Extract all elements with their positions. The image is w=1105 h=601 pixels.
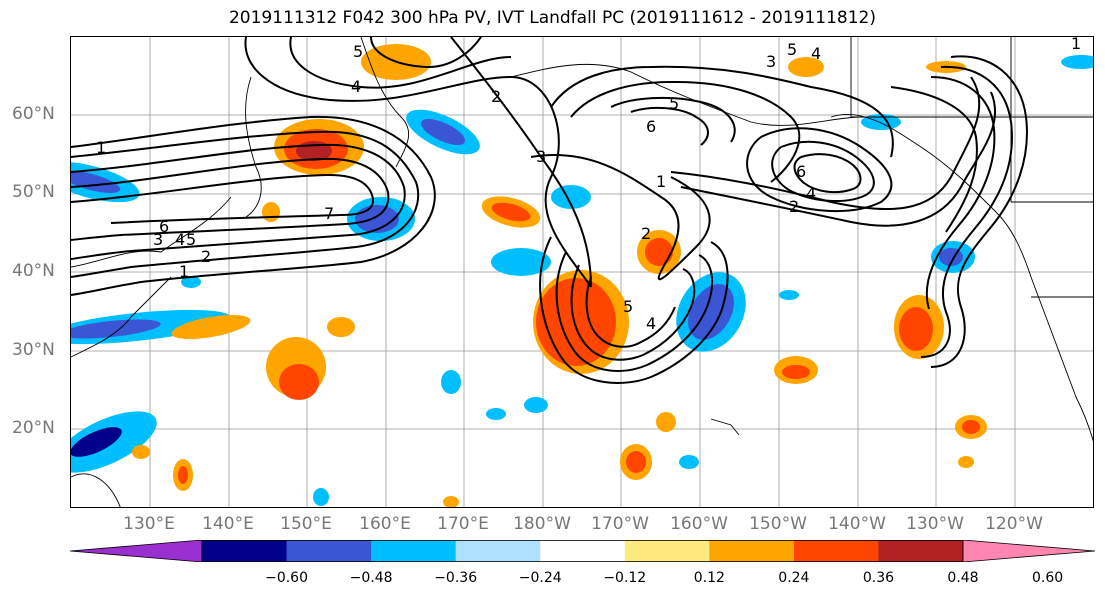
lon-label-170w: 170°W [591,514,649,534]
colorbar-tick-label: −0.36 [434,570,478,586]
lon-label-120w: 120°W [985,514,1043,534]
colorbar-tick-label: 0.60 [1031,570,1064,586]
contour-label: 4 [811,44,821,63]
colorbar-tick-label: 0.48 [947,570,979,586]
contour-label: 2 [491,87,501,106]
contour-label: 2 [641,224,651,243]
contour-label: 3 [766,52,776,71]
map-title: 2019111312 F042 300 hPa PV, IVT Landfall… [228,8,876,28]
lon-label-160w: 160°W [670,514,728,534]
contour-label: 6 [646,117,656,136]
colorbar-segment [962,540,1095,562]
colorbar-segment [793,540,879,562]
contour-label: 1 [179,262,189,281]
colorbar-segment [286,540,372,562]
contour-label: 5 [669,94,679,113]
lon-label-170e: 170°E [437,514,489,534]
lon-label-150e: 150°E [280,514,332,534]
lat-label-20n: 20°N [12,418,55,438]
colorbar-segment [709,540,795,562]
contour-label: 6 [159,217,169,236]
contour-label: 5 [186,230,196,249]
contour-label: 3 [536,147,546,166]
colorbar-tick-label: 0.12 [693,570,725,586]
colorbar-segment [540,540,626,562]
colorbar-border [201,540,964,562]
colorbar-tick-label: −0.24 [518,570,562,586]
contour-label: 7 [324,204,334,223]
colorbar-segment [455,540,541,562]
lon-label-130w: 130°W [906,514,964,534]
lon-label-160e: 160°E [359,514,411,534]
lon-label-130e: 130°E [123,514,175,534]
lat-label-30n: 30°N [12,340,55,360]
pv-contours [71,37,1028,384]
colorbar-tick-label: 0.36 [862,570,895,586]
contour-label: 5 [623,297,633,316]
map-panel: 1 2 3 4 5 6 7 5 4 3 2 1 2 5 4 6 1 2 4 5 … [70,36,1094,508]
colorbar-segment [624,540,710,562]
contour-label: 4 [646,314,656,333]
contour-label: 1 [96,138,106,157]
lon-label-140e: 140°E [202,514,254,534]
contour-label: 1 [1071,37,1081,53]
colorbar-segment [70,540,203,562]
lon-label-140w: 140°W [828,514,886,534]
contour-label: 2 [789,197,799,216]
contour-label: 4 [806,184,816,203]
colorbar [70,540,1095,562]
colorbar-segments [70,540,1095,562]
lon-label-180w: 180°W [513,514,571,534]
colorbar-tick-label: −0.12 [603,570,647,586]
map-canvas: 1 2 3 4 5 6 7 5 4 3 2 1 2 5 4 6 1 2 4 5 … [71,37,1093,507]
contour-label: 6 [796,162,806,181]
contour-labels: 1 2 3 4 5 6 7 5 4 3 2 1 2 5 4 6 1 2 4 5 … [96,37,1081,333]
contour-label: 2 [201,247,211,266]
colorbar-tick-label: 0.24 [778,570,810,586]
colorbar-segment [202,540,288,562]
colorbar-segment [371,540,457,562]
lon-label-150w: 150°W [749,514,807,534]
lat-label-40n: 40°N [12,261,55,281]
lat-label-60n: 60°N [12,104,55,124]
contour-label: 5 [787,40,797,59]
contour-label: 3 [153,230,163,249]
contour-label: 4 [351,77,361,96]
colorbar-tick-label: −0.60 [265,570,308,586]
lat-label-50n: 50°N [12,182,55,202]
contour-label: 4 [175,230,185,249]
colorbar-segment [878,540,964,562]
colorbar-tick-label: −0.48 [349,570,393,586]
contour-label: 1 [656,172,666,191]
contour-label: 5 [353,42,363,61]
